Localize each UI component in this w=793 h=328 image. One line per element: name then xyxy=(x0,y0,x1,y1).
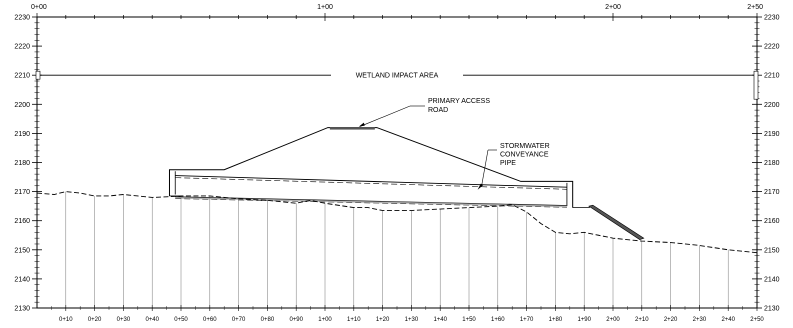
bottom-station-axis: 0+10 0+20 0+30 0+40 0+50 0+60 0+70 0+80 0+90 1+00… xyxy=(51,305,764,323)
pipe-callout-label: PIPE xyxy=(500,160,516,167)
bottom-station-label: 1+50 xyxy=(462,317,476,323)
bottom-station-label: 1+40 xyxy=(433,317,447,323)
y-tick-label-right: 2150 xyxy=(764,247,780,254)
pipe-callout-label: STORMWATER xyxy=(500,143,550,150)
y-tick-label-left: 2210 xyxy=(14,73,30,80)
bottom-station-label: 2+20 xyxy=(664,317,678,323)
bottom-station-label: 2+50 xyxy=(750,317,764,323)
road-surface xyxy=(329,127,375,130)
y-tick-label-left: 2140 xyxy=(14,276,30,283)
existing-ground-line xyxy=(36,191,758,254)
road-callout-leader xyxy=(359,105,411,127)
y-tick-label-left: 2190 xyxy=(14,131,30,138)
plot-frame xyxy=(36,16,758,309)
bottom-station-label: 1+00 xyxy=(318,317,332,323)
riprap-apron xyxy=(588,204,645,240)
bottom-station-label: 0+50 xyxy=(174,317,188,323)
station-grid xyxy=(65,191,729,308)
bottom-station-label: 1+70 xyxy=(520,317,534,323)
top-station-axis: 0+00 1+00 2+00 2+50 xyxy=(31,4,763,21)
y-tick-label-right: 2200 xyxy=(764,102,780,109)
y-tick-label-right: 2130 xyxy=(764,306,780,313)
bottom-station-label: 0+70 xyxy=(232,317,246,323)
wetland-impact-line: WETLAND IMPACT AREA xyxy=(35,70,759,100)
y-tick-label-right: 2160 xyxy=(764,218,780,225)
pipe-invert-shading xyxy=(175,196,567,208)
y-tick-label-left: 2170 xyxy=(14,189,30,196)
wetland-label: WETLAND IMPACT AREA xyxy=(356,73,439,80)
road-callout-arrowhead xyxy=(358,122,365,127)
road-callout-label: PRIMARY ACCESS xyxy=(428,98,490,105)
bottom-station-label: 0+90 xyxy=(289,317,303,323)
pipe-top xyxy=(175,175,567,188)
bottom-station-label: 0+80 xyxy=(261,317,275,323)
wetland-marker-left xyxy=(35,70,41,80)
y-tick-label-left: 2220 xyxy=(14,44,30,51)
bottom-station-label: 0+20 xyxy=(88,317,102,323)
callouts: PRIMARY ACCESS ROAD STORMWATER CONVEYANCEPI… xyxy=(358,98,550,190)
pipe-callout-leader xyxy=(481,149,489,186)
bottom-station-label: 2+40 xyxy=(721,317,735,323)
bottom-station-label: 0+60 xyxy=(203,317,217,323)
y-tick-label-right: 2210 xyxy=(764,73,780,80)
bottom-station-label: 1+60 xyxy=(491,317,505,323)
bottom-station-label: 2+10 xyxy=(635,317,649,323)
bottom-station-label: 1+30 xyxy=(405,317,419,323)
y-tick-label-left: 2180 xyxy=(14,160,30,167)
bottom-station-label: 0+40 xyxy=(145,317,159,323)
y-tick-label-right: 2220 xyxy=(764,44,780,51)
road-embankment-outline xyxy=(168,127,574,208)
bottom-station-label: 2+30 xyxy=(693,317,707,323)
y-tick-label-left: 2150 xyxy=(14,247,30,254)
bottom-station-label: 1+90 xyxy=(577,317,591,323)
bottom-station-label: 1+80 xyxy=(549,317,563,323)
bottom-station-label: 1+20 xyxy=(376,317,390,323)
bottom-station-label: 1+10 xyxy=(347,317,361,323)
top-station-label: 2+00 xyxy=(605,4,621,11)
y-tick-label-left: 2130 xyxy=(14,306,30,313)
top-station-label: 0+00 xyxy=(31,4,47,11)
y-tick-label-right: 2180 xyxy=(764,160,780,167)
profile-features xyxy=(36,127,758,254)
top-station-label: 1+00 xyxy=(317,4,333,11)
pipe-callout-arrowhead xyxy=(477,183,484,190)
pipe-callout-label: CONVEYANCE xyxy=(500,152,549,159)
road-callout-label: ROAD xyxy=(428,107,448,114)
left-elevation-axis: 2130 2140 2150 2160 2170 2180 2190 2200 2210 2220… xyxy=(14,15,42,313)
pipe-top-dashed xyxy=(175,177,567,190)
top-station-label: 2+50 xyxy=(747,4,763,11)
bottom-station-label: 2+00 xyxy=(606,317,620,323)
right-elevation-axis: 2130 2140 2150 2160 2170 2180 2190 2200 2210 2220… xyxy=(752,15,780,313)
wetland-marker-right xyxy=(753,70,759,100)
y-tick-label-right: 2170 xyxy=(764,189,780,196)
y-tick-label-right: 2190 xyxy=(764,131,780,138)
plot-border xyxy=(36,16,758,309)
y-tick-label-left: 2160 xyxy=(14,218,30,225)
y-tick-label-left: 2230 xyxy=(14,15,30,22)
bottom-station-label: 0+10 xyxy=(59,317,73,323)
y-tick-label-left: 2200 xyxy=(14,102,30,109)
y-tick-label-right: 2230 xyxy=(764,15,780,22)
y-tick-label-right: 2140 xyxy=(764,276,780,283)
bottom-station-label: 0+30 xyxy=(117,317,131,323)
